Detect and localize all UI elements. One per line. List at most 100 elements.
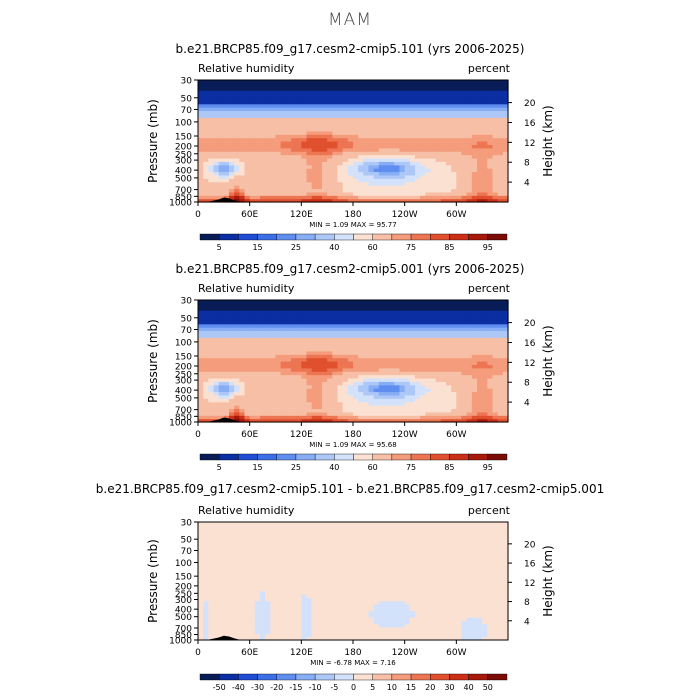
field-cell — [415, 171, 421, 176]
field-cell — [342, 93, 349, 98]
field-cell — [285, 411, 292, 416]
field-cell — [353, 141, 359, 145]
field-cell — [358, 323, 364, 328]
field-cell — [342, 340, 349, 345]
field-cell — [265, 371, 271, 376]
field-cell — [229, 620, 235, 625]
field-cell — [409, 306, 416, 311]
field-cell — [461, 313, 468, 318]
field-cell — [239, 544, 246, 549]
colorbar-swatch — [410, 453, 431, 461]
field-cell — [420, 303, 426, 308]
field-cell — [477, 147, 483, 152]
field-cell — [244, 577, 251, 582]
field-cell — [358, 154, 364, 159]
field-cell — [239, 636, 246, 641]
field-cell — [311, 411, 318, 416]
field-cell — [234, 620, 240, 625]
field-cell — [311, 415, 318, 420]
field-cell — [492, 398, 499, 403]
field-cell — [389, 306, 395, 311]
field-cell — [270, 110, 277, 115]
field-cell — [244, 107, 251, 112]
field-cell — [198, 154, 204, 159]
field-cell — [265, 411, 271, 416]
field-cell — [296, 418, 302, 423]
field-cell — [198, 344, 204, 349]
field-cell — [477, 344, 483, 349]
field-cell — [492, 364, 499, 369]
field-cell — [306, 337, 313, 342]
field-cell — [487, 147, 494, 152]
field-cell — [384, 340, 390, 345]
field-cell — [234, 600, 240, 605]
field-cell — [342, 316, 349, 321]
field-cell — [306, 134, 313, 139]
field-cell — [223, 633, 230, 638]
field-cell — [425, 357, 432, 362]
field-cell — [471, 364, 478, 369]
field-cell — [208, 344, 215, 349]
field-cell — [229, 357, 235, 362]
field-cell — [208, 171, 215, 176]
field-cell — [471, 137, 478, 142]
field-cell — [440, 394, 447, 399]
field-cell — [409, 384, 416, 389]
field-cell — [477, 90, 483, 95]
field-cell — [399, 181, 406, 186]
field-cell — [373, 185, 380, 190]
field-cell — [368, 127, 375, 132]
field-cell — [420, 174, 426, 179]
field-cell — [265, 137, 271, 142]
field-cell — [451, 161, 457, 166]
field-cell — [322, 367, 328, 372]
field-cell — [353, 103, 359, 108]
field-cell — [430, 408, 437, 413]
field-cell — [373, 80, 380, 84]
field-cell — [239, 100, 246, 105]
field-cell — [203, 80, 209, 84]
field-cell — [316, 107, 323, 112]
field-cell — [322, 337, 328, 342]
field-cell — [203, 333, 209, 338]
field-cell — [430, 377, 437, 382]
field-cell — [244, 161, 251, 166]
field-cell — [384, 151, 390, 156]
field-cell — [316, 191, 323, 196]
field-cell — [492, 144, 499, 149]
field-cell — [275, 124, 282, 129]
field-cell — [440, 86, 447, 91]
field-cell — [466, 415, 473, 420]
field-cell — [218, 327, 225, 332]
field-cell — [275, 191, 282, 196]
field-cell — [342, 164, 349, 169]
field-cell — [399, 300, 406, 304]
field-cell — [285, 124, 292, 129]
field-cell — [487, 134, 494, 139]
field-cell — [471, 405, 478, 410]
field-cell — [446, 323, 452, 328]
field-cell — [368, 188, 375, 193]
field-cell — [249, 154, 256, 159]
field-cell — [249, 623, 256, 628]
field-cell — [249, 134, 256, 139]
field-cell — [502, 103, 509, 108]
field-cell — [363, 147, 370, 152]
field-cell — [394, 120, 401, 125]
field-cell — [389, 100, 395, 105]
field-cell — [198, 174, 204, 179]
field-cell — [239, 300, 246, 304]
field-cell — [291, 113, 297, 118]
field-cell — [420, 344, 426, 349]
field-cell — [213, 306, 220, 311]
field-cell — [430, 303, 437, 308]
field-cell — [244, 405, 251, 410]
field-cell — [461, 134, 468, 139]
field-cell — [399, 110, 406, 115]
field-cell — [270, 320, 277, 325]
field-cell — [239, 337, 246, 342]
field-cell — [311, 418, 318, 423]
field-cell — [203, 408, 209, 413]
field-cell — [430, 350, 437, 355]
field-cell — [275, 354, 282, 359]
